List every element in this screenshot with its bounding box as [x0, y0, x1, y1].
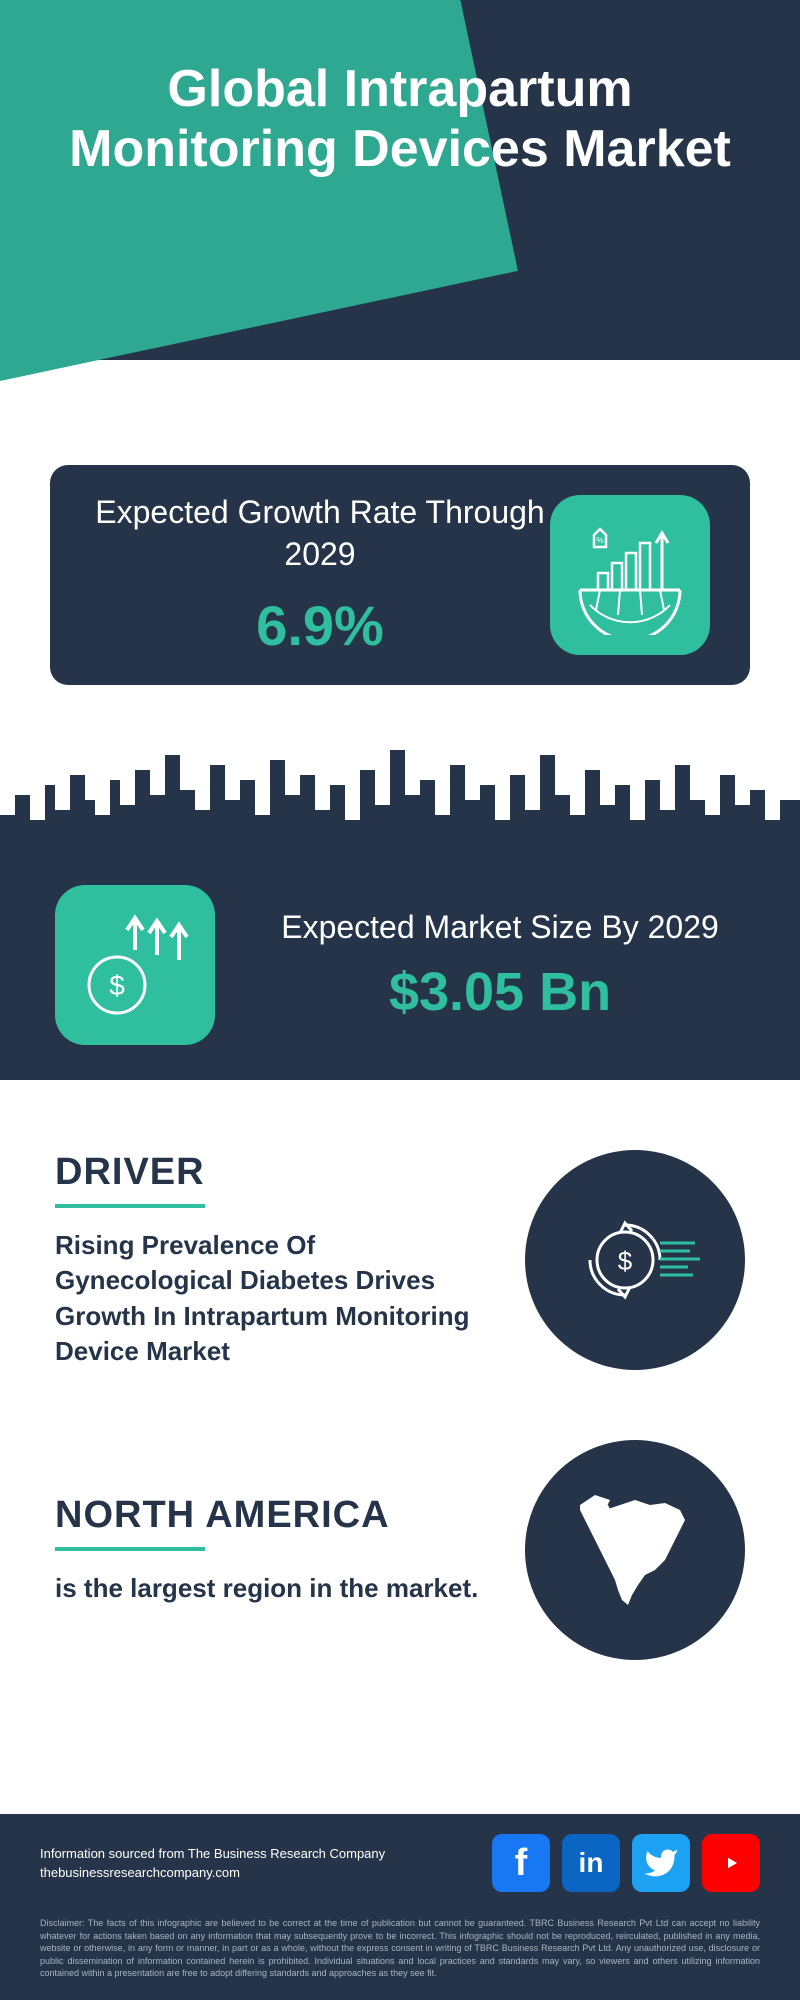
region-underline — [55, 1547, 205, 1551]
market-value: $3.05 Bn — [255, 961, 745, 1023]
youtube-icon[interactable] — [702, 1834, 760, 1892]
facebook-icon[interactable]: f — [492, 1834, 550, 1892]
market-size-section: $ Expected Market Size By 2029 $3.05 Bn — [0, 725, 800, 1085]
dollar-cycle-icon: $ — [525, 1150, 745, 1370]
driver-underline — [55, 1204, 205, 1208]
footer-top-row: Information sourced from The Business Re… — [0, 1814, 800, 1907]
source-line-2: thebusinessresearchcompany.com — [40, 1863, 385, 1883]
city-skyline-icon — [0, 725, 800, 855]
market-size-band: $ Expected Market Size By 2029 $3.05 Bn — [0, 850, 800, 1080]
svg-text:%: % — [596, 536, 603, 545]
driver-section: DRIVER Rising Prevalence Of Gynecologica… — [55, 1150, 745, 1370]
growth-icon-svg: % — [570, 515, 690, 635]
social-row: f in — [492, 1834, 760, 1892]
growth-value: 6.9% — [90, 593, 550, 658]
header-section: Global Intrapartum Monitoring Devices Ma… — [0, 0, 800, 400]
driver-heading: DRIVER — [55, 1151, 495, 1194]
driver-body: Rising Prevalence Of Gynecological Diabe… — [55, 1228, 495, 1368]
growth-rate-card: Expected Growth Rate Through 2029 6.9% % — [50, 465, 750, 685]
region-icon-svg — [550, 1465, 720, 1635]
region-section: NORTH AMERICA is the largest region in t… — [55, 1440, 745, 1660]
market-icon-svg: $ — [75, 905, 195, 1025]
driver-text-block: DRIVER Rising Prevalence Of Gynecologica… — [55, 1151, 495, 1368]
globe-growth-chart-icon: % — [550, 495, 710, 655]
page-title: Global Intrapartum Monitoring Devices Ma… — [60, 60, 740, 180]
north-america-map-icon — [525, 1440, 745, 1660]
growth-label: Expected Growth Rate Through 2029 — [90, 492, 550, 575]
region-text-block: NORTH AMERICA is the largest region in t… — [55, 1494, 495, 1606]
region-body: is the largest region in the market. — [55, 1571, 495, 1606]
linkedin-icon[interactable]: in — [562, 1834, 620, 1892]
market-label: Expected Market Size By 2029 — [255, 907, 745, 949]
svg-text:$: $ — [109, 970, 125, 1001]
footer-source: Information sourced from The Business Re… — [40, 1844, 385, 1883]
market-text-block: Expected Market Size By 2029 $3.05 Bn — [255, 907, 745, 1023]
region-heading: NORTH AMERICA — [55, 1494, 495, 1537]
dollar-growth-arrows-icon: $ — [55, 885, 215, 1045]
footer: Information sourced from The Business Re… — [0, 1814, 800, 2000]
growth-text-block: Expected Growth Rate Through 2029 6.9% — [90, 492, 550, 658]
source-line-1: Information sourced from The Business Re… — [40, 1844, 385, 1864]
infographic-root: Global Intrapartum Monitoring Devices Ma… — [0, 0, 800, 2000]
driver-icon-svg: $ — [560, 1185, 710, 1335]
twitter-icon[interactable] — [632, 1834, 690, 1892]
disclaimer-text: Disclaimer: The facts of this infographi… — [0, 1907, 800, 2000]
svg-text:$: $ — [618, 1246, 633, 1276]
